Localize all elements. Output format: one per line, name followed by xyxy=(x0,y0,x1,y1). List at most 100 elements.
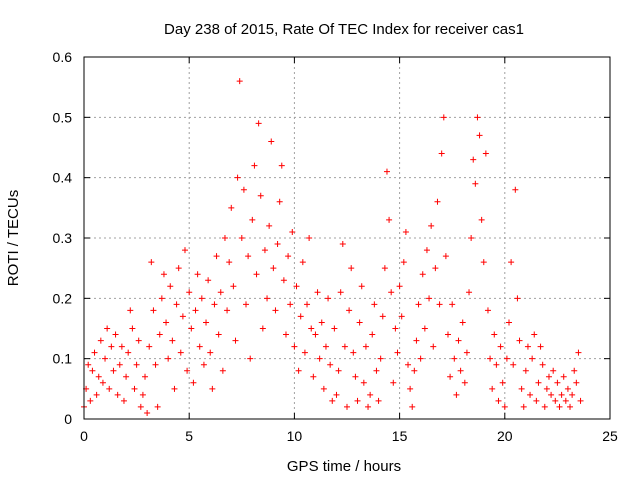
data-point xyxy=(388,289,395,296)
data-point xyxy=(514,295,521,302)
data-point xyxy=(243,301,250,308)
data-point xyxy=(310,373,317,380)
data-point xyxy=(232,337,239,344)
data-point xyxy=(224,307,231,314)
data-point xyxy=(137,403,144,410)
data-point xyxy=(510,361,517,368)
data-point xyxy=(139,391,146,398)
data-point xyxy=(118,343,125,350)
data-point xyxy=(402,228,409,235)
data-point xyxy=(295,367,302,374)
data-point xyxy=(219,367,226,374)
data-point xyxy=(97,337,104,344)
x-tick-label: 25 xyxy=(602,428,618,444)
data-point xyxy=(499,379,506,386)
data-point xyxy=(234,174,241,181)
data-point xyxy=(320,385,327,392)
data-point xyxy=(375,397,382,404)
data-point xyxy=(127,307,134,314)
data-point xyxy=(209,385,216,392)
data-point xyxy=(247,355,254,362)
x-tick-labels: 0 5 10 15 20 25 xyxy=(80,428,618,444)
data-point xyxy=(396,283,403,290)
data-point xyxy=(548,391,555,398)
data-point xyxy=(533,397,540,404)
data-point xyxy=(527,391,534,398)
data-point xyxy=(535,379,542,386)
data-point xyxy=(221,235,228,241)
data-point xyxy=(569,391,576,398)
data-point xyxy=(482,150,489,157)
data-point xyxy=(240,186,247,193)
data-point xyxy=(299,259,306,266)
data-point xyxy=(348,265,355,272)
data-point xyxy=(154,403,161,410)
data-point xyxy=(495,397,502,404)
data-point xyxy=(337,289,344,296)
data-point xyxy=(207,349,214,356)
data-point xyxy=(196,343,203,350)
data-point xyxy=(392,325,399,332)
data-point xyxy=(289,228,296,235)
data-point xyxy=(451,355,458,362)
data-point xyxy=(428,222,435,229)
data-point xyxy=(487,355,494,362)
data-point xyxy=(575,349,582,356)
data-point xyxy=(327,361,334,368)
data-point xyxy=(360,379,367,386)
data-point xyxy=(371,301,378,308)
y-tick-label: 0.1 xyxy=(53,351,73,367)
data-point xyxy=(550,367,557,374)
data-point xyxy=(478,216,485,223)
data-point xyxy=(383,168,390,175)
data-point xyxy=(341,343,348,350)
y-tick-label: 0.6 xyxy=(53,49,73,65)
data-point xyxy=(567,403,574,410)
data-point xyxy=(125,349,132,356)
data-point xyxy=(205,277,212,284)
data-point xyxy=(226,259,233,266)
data-point xyxy=(152,361,159,368)
data-point xyxy=(133,361,140,368)
data-point xyxy=(573,379,580,386)
data-point xyxy=(87,397,94,404)
data-point xyxy=(369,331,376,338)
data-point xyxy=(312,331,319,338)
x-tick-label: 10 xyxy=(287,428,303,444)
data-point xyxy=(537,343,544,350)
data-point xyxy=(552,397,559,404)
data-point xyxy=(377,355,384,362)
data-point xyxy=(297,313,304,320)
data-point xyxy=(381,265,388,272)
data-point xyxy=(171,385,178,392)
data-point xyxy=(253,271,260,278)
data-point xyxy=(123,373,130,380)
data-point xyxy=(293,283,300,290)
data-point xyxy=(85,361,92,368)
data-point xyxy=(192,307,199,314)
data-point xyxy=(350,349,357,356)
data-point xyxy=(160,271,167,278)
data-point xyxy=(543,385,550,392)
data-point xyxy=(516,337,523,344)
data-point xyxy=(329,397,336,404)
data-point xyxy=(245,253,252,260)
data-point xyxy=(304,301,311,308)
data-point xyxy=(99,379,106,386)
data-point xyxy=(146,343,153,350)
data-point xyxy=(560,373,567,380)
data-point xyxy=(400,259,407,266)
data-point xyxy=(322,343,329,350)
data-point xyxy=(421,325,428,332)
data-point xyxy=(165,355,172,362)
data-point xyxy=(524,343,531,350)
data-point xyxy=(217,289,224,296)
data-point xyxy=(104,325,111,332)
data-point xyxy=(564,385,571,392)
x-tick-label: 15 xyxy=(392,428,408,444)
data-point xyxy=(186,289,193,296)
data-point xyxy=(142,373,149,380)
data-point xyxy=(255,120,262,127)
data-point xyxy=(314,289,321,296)
